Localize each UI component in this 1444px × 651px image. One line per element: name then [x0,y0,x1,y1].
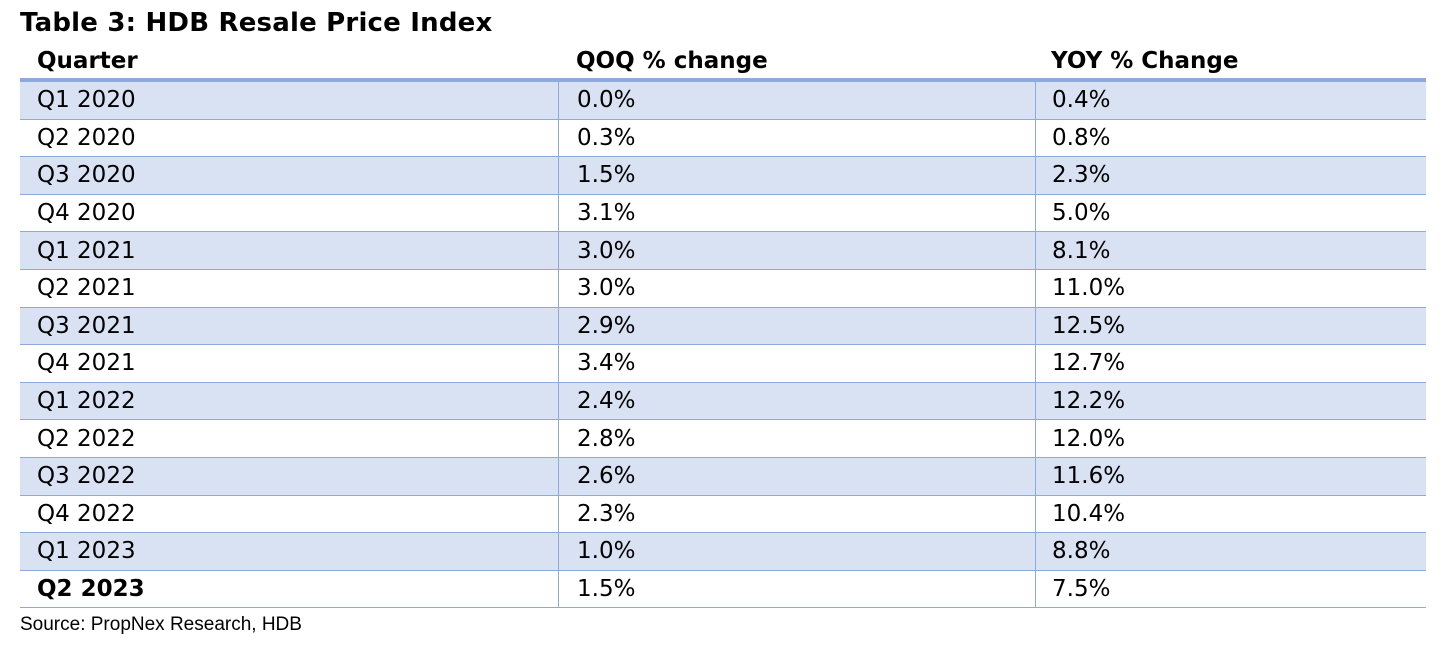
qoq-cell: 2.8% [558,420,1035,457]
quarter-cell: Q1 2022 [37,388,136,415]
quarter-cell: Q2 2022 [37,425,136,452]
yoy-cell: 2.3% [1035,157,1426,194]
yoy-cell: 12.0% [1035,420,1426,457]
yoy-cell: 0.4% [1035,82,1426,119]
yoy-cell: 12.2% [1035,382,1426,420]
quarter-cell: Q2 2021 [37,275,136,302]
quarter-cell: Q3 2022 [37,463,136,490]
qoq-cell: 2.6% [558,457,1035,495]
qoq-cell: 2.3% [558,495,1035,533]
table-title: Table 3: HDB Resale Price Index [20,8,493,38]
yoy-cell: 0.8% [1035,119,1426,157]
qoq-cell: 3.1% [558,194,1035,232]
qoq-cell: 1.5% [558,157,1035,194]
table-row: Q1 2023 1.0% 8.8% [20,533,1426,571]
table-row: Q3 2020 1.5% 2.3% [20,157,1426,195]
table-row: Q1 2022 2.4% 12.2% [20,382,1426,421]
yoy-cell: 11.6% [1035,457,1426,495]
quarter-cell: Q1 2020 [37,87,136,114]
table-row: Q4 2020 3.1% 5.0% [20,194,1426,233]
yoy-cell: 11.0% [1035,269,1426,307]
column-header-yoy: YOY % Change [1051,48,1239,74]
table-row: Q2 2022 2.8% 12.0% [20,420,1426,458]
qoq-cell: 2.9% [558,307,1035,345]
quarter-cell: Q3 2020 [37,162,136,189]
table-row: Q1 2020 0.0% 0.4% [20,82,1426,120]
table-header: Quarter QOQ % change YOY % Change [20,44,1426,82]
quarter-cell: Q2 2023 [37,576,145,603]
table-row: Q3 2022 2.6% 11.6% [20,457,1426,496]
qoq-cell: 0.0% [558,82,1035,119]
quarter-cell: Q4 2022 [37,500,136,527]
column-header-quarter: Quarter [37,48,138,74]
yoy-cell: 10.4% [1035,495,1426,533]
qoq-cell: 0.3% [558,119,1035,157]
quarter-cell: Q4 2021 [37,350,136,377]
table-row: Q3 2021 2.9% 12.5% [20,307,1426,346]
column-header-qoq: QOQ % change [576,48,768,74]
table-row: Q2 2020 0.3% 0.8% [20,119,1426,158]
yoy-cell: 7.5% [1035,570,1426,608]
qoq-cell: 1.0% [558,533,1035,570]
yoy-cell: 8.1% [1035,232,1426,269]
qoq-cell: 1.5% [558,570,1035,608]
quarter-cell: Q3 2021 [37,312,136,339]
yoy-cell: 8.8% [1035,533,1426,570]
source-note: Source: PropNex Research, HDB [20,614,302,635]
qoq-cell: 3.4% [558,345,1035,382]
qoq-cell: 2.4% [558,382,1035,420]
table-row: Q4 2022 2.3% 10.4% [20,495,1426,534]
yoy-cell: 5.0% [1035,194,1426,232]
table-row: Q2 2021 3.0% 11.0% [20,269,1426,308]
quarter-cell: Q2 2020 [37,124,136,151]
quarter-cell: Q1 2021 [37,237,136,264]
table-row: Q2 2023 1.5% 7.5% [20,570,1426,609]
qoq-cell: 3.0% [558,232,1035,269]
yoy-cell: 12.5% [1035,307,1426,345]
yoy-cell: 12.7% [1035,345,1426,382]
quarter-cell: Q4 2020 [37,200,136,227]
qoq-cell: 3.0% [558,269,1035,307]
table-row: Q4 2021 3.4% 12.7% [20,345,1426,383]
price-index-table: Quarter QOQ % change YOY % Change Q1 202… [20,44,1426,609]
table-row: Q1 2021 3.0% 8.1% [20,232,1426,270]
quarter-cell: Q1 2023 [37,538,136,565]
